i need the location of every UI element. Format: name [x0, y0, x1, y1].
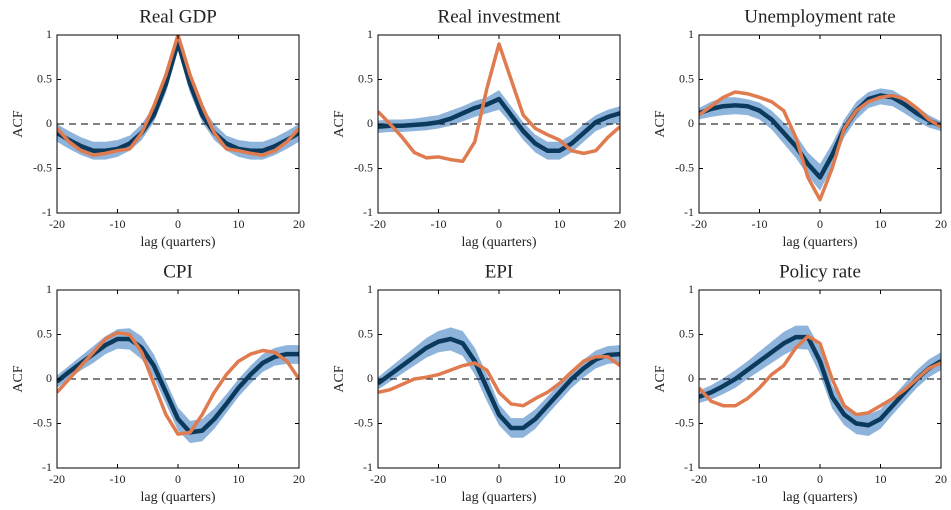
- y-tick-label: 0.5: [679, 326, 694, 340]
- model-line: [699, 93, 941, 180]
- x-tick-label: 0: [175, 217, 181, 231]
- y-axis-label: ACF: [11, 365, 26, 392]
- confidence-band: [57, 35, 299, 160]
- y-axis-label: ACF: [332, 110, 347, 137]
- panel-title: CPI: [163, 261, 193, 282]
- x-tick-label: 0: [496, 472, 502, 486]
- x-tick-label: 20: [614, 472, 626, 486]
- x-tick-label: -10: [431, 472, 447, 486]
- y-tick-label: 0.5: [37, 71, 52, 85]
- x-axis-label: lag (quarters): [782, 235, 857, 250]
- confidence-band: [57, 328, 299, 444]
- data-line: [699, 334, 941, 417]
- y-axis-label: ACF: [653, 365, 668, 392]
- y-tick-label: 0: [46, 371, 52, 385]
- y-tick-label: 0: [367, 371, 373, 385]
- y-tick-label: -1: [363, 205, 373, 219]
- x-tick-label: 10: [233, 472, 245, 486]
- y-tick-label: 1: [688, 27, 694, 41]
- y-tick-label: 0.5: [679, 71, 694, 85]
- panel-title: Real GDP: [139, 6, 217, 27]
- x-axis-label: lag (quarters): [461, 490, 536, 505]
- confidence-band: [378, 327, 620, 438]
- y-tick-label: 0.5: [358, 326, 373, 340]
- x-tick-label: 0: [817, 472, 823, 486]
- model-line: [57, 39, 299, 153]
- x-tick-label: 0: [496, 217, 502, 231]
- x-tick-label: 10: [875, 217, 887, 231]
- y-tick-label: -0.5: [33, 160, 52, 174]
- y-tick-label: 0.5: [358, 71, 373, 85]
- model-line: [378, 96, 620, 153]
- panel-title: Unemployment rate: [744, 6, 895, 27]
- x-tick-label: 20: [935, 217, 947, 231]
- y-tick-label: 0: [367, 116, 373, 130]
- x-tick-label: 10: [233, 217, 245, 231]
- model-line: [378, 336, 620, 431]
- model-line: [699, 334, 941, 428]
- x-tick-label: 0: [817, 217, 823, 231]
- x-tick-label: -20: [691, 217, 707, 231]
- y-tick-label: -1: [42, 460, 52, 474]
- data-line: [57, 35, 299, 157]
- y-tick-label: 1: [367, 27, 373, 41]
- y-tick-label: -1: [684, 205, 694, 219]
- panel-title: EPI: [485, 261, 514, 282]
- panel-title: Policy rate: [779, 261, 861, 282]
- x-tick-label: -10: [110, 472, 126, 486]
- y-tick-label: 0: [46, 116, 52, 130]
- y-axis-label: ACF: [653, 110, 668, 137]
- confidence-band: [699, 88, 941, 191]
- y-tick-label: 0: [688, 116, 694, 130]
- x-tick-label: 0: [175, 472, 181, 486]
- x-axis-label: lag (quarters): [140, 490, 215, 505]
- x-tick-label: -20: [691, 472, 707, 486]
- x-tick-label: 20: [935, 472, 947, 486]
- x-axis-label: lag (quarters): [140, 235, 215, 250]
- y-tick-label: -0.5: [33, 415, 52, 429]
- y-tick-label: -0.5: [675, 160, 694, 174]
- data-line: [378, 355, 620, 408]
- y-tick-label: -0.5: [354, 415, 373, 429]
- y-tick-label: -0.5: [354, 160, 373, 174]
- y-tick-label: 1: [46, 27, 52, 41]
- x-tick-label: 10: [875, 472, 887, 486]
- x-tick-label: 20: [614, 217, 626, 231]
- model-line: [57, 336, 299, 435]
- y-tick-label: -0.5: [675, 415, 694, 429]
- y-axis-label: ACF: [332, 365, 347, 392]
- y-tick-label: 0.5: [37, 326, 52, 340]
- y-tick-label: 1: [688, 282, 694, 296]
- x-tick-label: -20: [49, 217, 65, 231]
- x-tick-label: -20: [370, 217, 386, 231]
- y-tick-label: 1: [46, 282, 52, 296]
- data-line: [57, 330, 299, 436]
- y-tick-label: 1: [367, 282, 373, 296]
- x-axis-label: lag (quarters): [782, 490, 857, 505]
- y-tick-label: -1: [363, 460, 373, 474]
- y-axis-label: ACF: [11, 110, 26, 137]
- panel-title: Real investment: [438, 6, 562, 27]
- x-tick-label: -10: [431, 217, 447, 231]
- x-tick-label: -10: [752, 472, 768, 486]
- x-axis-label: lag (quarters): [461, 235, 536, 250]
- y-tick-label: -1: [684, 460, 694, 474]
- x-tick-label: -10: [752, 217, 768, 231]
- x-tick-label: 20: [293, 472, 305, 486]
- data-line: [378, 42, 620, 164]
- x-tick-label: -20: [370, 472, 386, 486]
- x-tick-label: 20: [293, 217, 305, 231]
- data-line: [699, 90, 941, 202]
- x-tick-label: 10: [554, 217, 566, 231]
- y-tick-label: 0: [688, 371, 694, 385]
- y-tick-label: -1: [42, 205, 52, 219]
- x-tick-label: 10: [554, 472, 566, 486]
- x-tick-label: -20: [49, 472, 65, 486]
- x-tick-label: -10: [110, 217, 126, 231]
- confidence-band: [699, 325, 941, 436]
